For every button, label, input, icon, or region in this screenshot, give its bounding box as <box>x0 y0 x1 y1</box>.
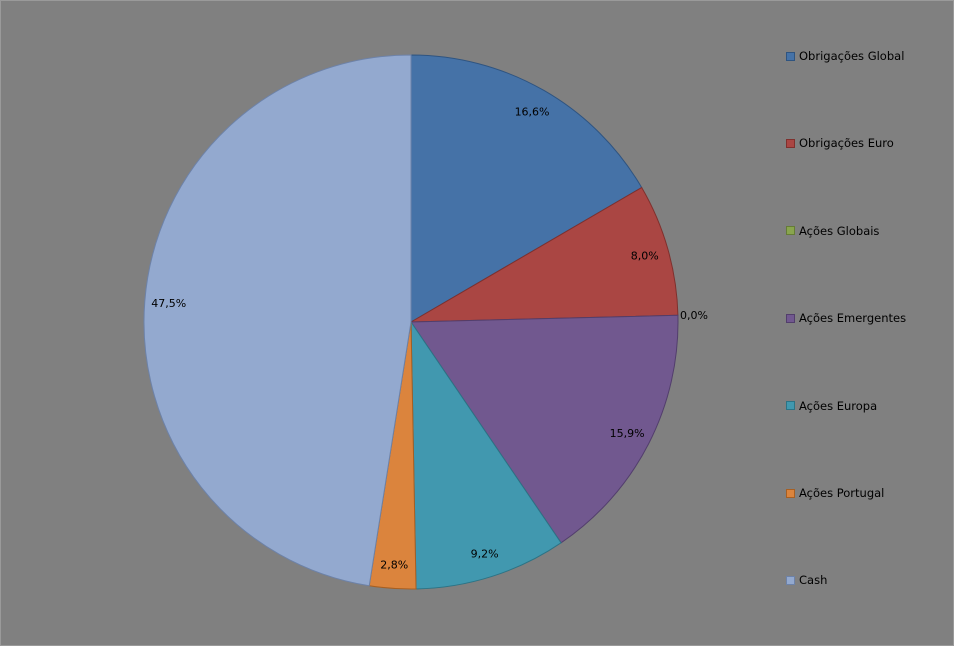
legend-swatch <box>786 226 795 236</box>
data-label-obrigacoes-global: 16,6% <box>515 105 550 118</box>
slice-obrigacoes-global <box>410 54 643 323</box>
legend-label: Obrigações Euro <box>799 136 894 151</box>
slice-cash <box>143 54 412 587</box>
legend-swatch <box>786 51 795 61</box>
data-label-acoes-globais: 0,0% <box>680 309 708 322</box>
legend-label: Ações Portugal <box>799 486 885 500</box>
legend-swatch <box>786 401 795 411</box>
data-label-acoes-europa: 9,2% <box>471 548 499 561</box>
legend-swatch <box>786 488 795 498</box>
legend-item-cash: Cash <box>786 573 827 587</box>
legend-item-acoes-globais: Ações Globais <box>786 224 879 238</box>
legend-label: Cash <box>799 573 828 588</box>
slice-acoes-europa <box>410 320 562 590</box>
slice-obrigacoes-euro <box>410 186 679 323</box>
legend-swatch <box>786 138 795 148</box>
legend-item-obrigacoes-euro: Obrigações Euro <box>786 136 894 150</box>
legend-swatch <box>786 575 795 585</box>
data-label-obrigacoes-euro: 8,0% <box>631 250 659 263</box>
legend-label: Ações Emergentes <box>799 311 907 326</box>
legend-label: Ações Globais <box>799 223 880 238</box>
slice-acoes-emergentes <box>410 314 679 544</box>
legend-label: Obrigações Global <box>799 49 905 63</box>
data-label-acoes-emergentes: 15,9% <box>610 427 645 440</box>
data-label-cash: 47,5% <box>151 297 186 310</box>
legend-swatch <box>786 313 795 323</box>
legend-label: Ações Europa <box>799 398 878 413</box>
data-label-acoes-portugal: 2,8% <box>380 558 408 571</box>
legend-item-obrigacoes-global: Obrigações Global <box>786 49 904 63</box>
legend-item-acoes-europa: Ações Europa <box>786 399 877 413</box>
legend-item-acoes-emergentes: Ações Emergentes <box>786 311 906 325</box>
legend-item-acoes-portugal: Ações Portugal <box>786 486 884 500</box>
